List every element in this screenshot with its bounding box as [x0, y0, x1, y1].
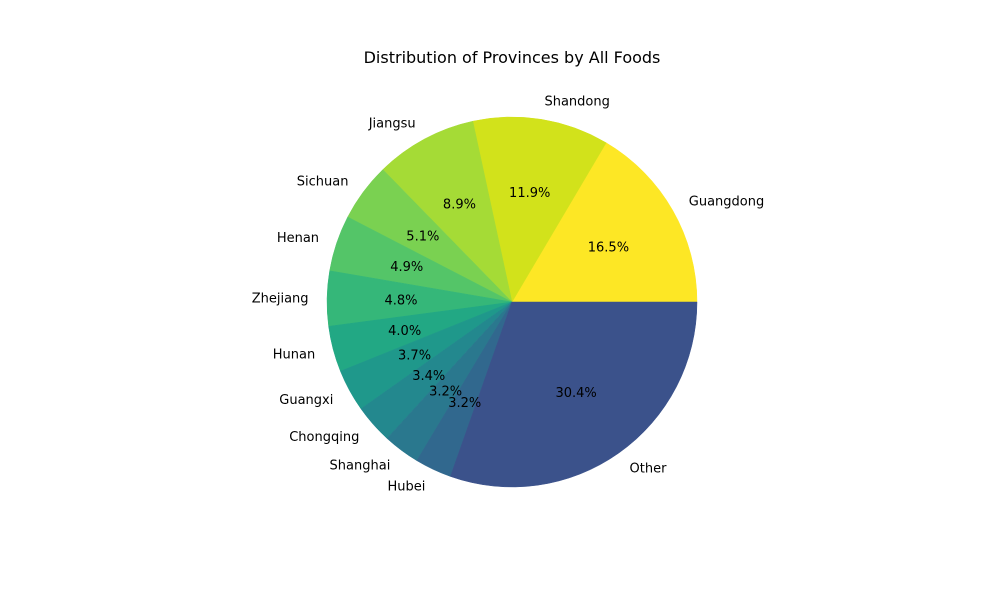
slice-label-shandong: Shandong	[544, 95, 609, 110]
pie-percent-labels: 16.5% 11.9% 8.9% 5.1% 4.9% 4.8% 4.0% 3.7% 3.4%3.…	[385, 186, 630, 411]
pie-slice-labels: Guangdong Shandong Jiangsu Sichuan Henan Zhej…	[252, 95, 765, 495]
slice-percent-shandong: 11.9%	[509, 186, 550, 201]
slice-percent-guangdong: 16.5%	[588, 241, 629, 256]
slice-label-guangxi: Guangxi	[279, 393, 333, 408]
slice-label-hunan: Hunan	[273, 347, 315, 362]
pie-slice-other	[450, 301, 698, 488]
slice-percent-shanghai: 3.2%	[429, 384, 462, 399]
slice-percent-jiangsu: 8.9%	[443, 198, 476, 213]
slice-percent-chongqing: 3.4%	[412, 369, 445, 384]
slice-percent-zhejiang: 4.8%	[385, 293, 418, 308]
pie-slices	[326, 116, 698, 488]
slice-percent-hubei: 3.2%	[448, 396, 481, 411]
slice-label-sichuan: Sichuan	[297, 174, 349, 189]
slice-label-henan: Henan	[277, 231, 319, 246]
slice-label-jiangsu: Jiangsu	[368, 116, 416, 131]
slice-percent-guangxi: 3.7%	[398, 349, 431, 364]
slice-percent-henan: 4.9%	[390, 260, 423, 275]
slice-label-zhejiang: Zhejiang	[252, 292, 309, 307]
pie-slice-jiangsu	[382, 120, 513, 303]
slice-percent-other: 30.4%	[555, 386, 596, 401]
chart-title: Distribution of Provinces by All Foods	[364, 48, 661, 67]
slice-percent-sichuan: 5.1%	[406, 229, 439, 244]
slice-percent-hunan: 4.0%	[388, 324, 421, 339]
slice-label-hubei: Hubei	[387, 480, 425, 495]
pie-slice-guangdong	[511, 142, 698, 303]
slice-label-shanghai: Shanghai	[330, 459, 391, 474]
slice-label-guangdong: Guangdong	[689, 195, 764, 210]
pie-slice-shandong	[472, 116, 607, 303]
slice-label-chongqing: Chongqing	[289, 430, 359, 445]
slice-label-other: Other	[630, 462, 668, 477]
